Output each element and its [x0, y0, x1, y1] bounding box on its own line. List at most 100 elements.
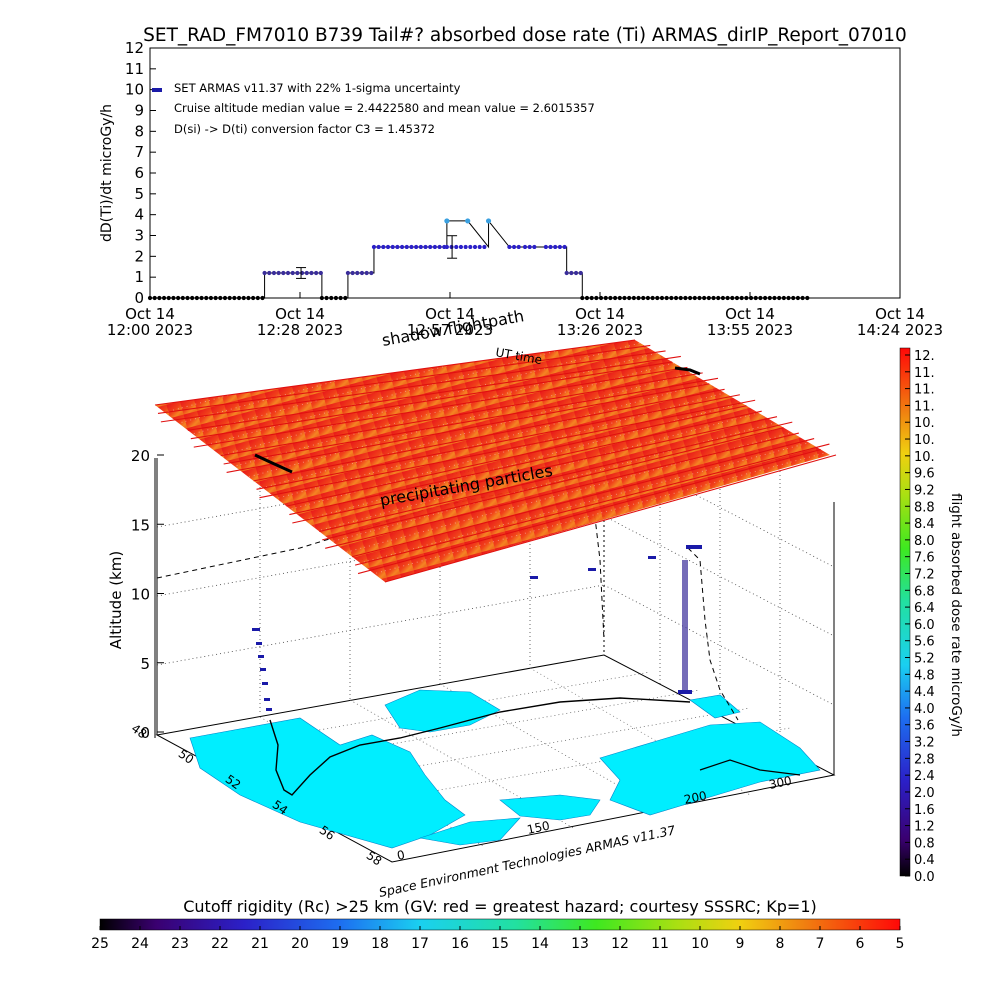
cutoff-tick-label: 19: [331, 936, 349, 952]
top-y-axis-label: dD(Ti)/dt microGy/h: [99, 104, 115, 242]
sheet-line: [220, 372, 703, 457]
dose-point: [608, 295, 613, 301]
dose-point: [598, 295, 604, 301]
dose-point: [454, 244, 459, 250]
longitude-ticks: 0 150 200 300: [396, 773, 793, 862]
dose-point: [627, 295, 632, 301]
dose-point: [744, 295, 749, 301]
dose-point: [683, 295, 688, 301]
y-tick-label: 7: [134, 143, 144, 161]
y-tick-label: 12: [125, 39, 144, 57]
dose-point: [324, 295, 329, 301]
dose-point: [267, 270, 272, 276]
x-tick-label-time: 12:57 2023: [407, 321, 493, 339]
dose-colorbar-tick-label: 0.8: [914, 836, 935, 851]
longitude-tick-label: 300: [768, 773, 793, 791]
altitude-tick-label: 0: [140, 724, 150, 742]
dose-point: [748, 295, 754, 301]
dose-point: [617, 295, 622, 301]
dose-point: [781, 295, 786, 301]
dose-point: [369, 270, 374, 276]
dose-colorbar-tick-label: 5.2: [914, 652, 935, 667]
dose-point: [428, 244, 433, 250]
legend-marker: [152, 88, 162, 92]
dose-point: [318, 270, 323, 276]
x-tick-label-date: Oct 14: [575, 305, 625, 323]
dose-point: [673, 295, 679, 301]
dose-point: [458, 244, 464, 250]
dose-point: [281, 270, 286, 276]
dose-point: [338, 295, 343, 301]
dose-point: [423, 244, 428, 250]
dose-point: [763, 295, 768, 301]
cutoff-tick-label: 16: [451, 936, 469, 952]
sheet-line: [187, 355, 681, 431]
dose-point: [414, 244, 419, 250]
dose-point: [557, 244, 562, 250]
dose-colorbar-tick-label: 7.6: [914, 551, 935, 566]
cutoff-tick-label: 5: [896, 936, 905, 952]
x-tick-label-date: Oct 14: [275, 305, 325, 323]
x-tick-label-date: Oct 14: [425, 305, 475, 323]
sheet-line: [292, 416, 778, 524]
dose-point: [553, 244, 558, 250]
dose-point: [482, 244, 487, 250]
cutoff-tick-label: 15: [491, 936, 509, 952]
cutoff-tick-label: 10: [691, 936, 709, 952]
y-tick-label: 11: [125, 60, 144, 78]
dose-point: [418, 244, 423, 250]
x-tick-label-time: 14:24 2023: [857, 321, 943, 339]
dose-point: [409, 244, 414, 250]
dose-colorbar-tick-label: 0.0: [914, 870, 935, 885]
sheet-line: [384, 454, 837, 583]
dose-point: [246, 295, 251, 301]
dose-colorbar-tick-label: 3.6: [914, 719, 935, 734]
cutoff-tick-label: 7: [816, 936, 825, 952]
dose-point: [236, 295, 242, 301]
dose-colorbar-tick-label: 10.: [914, 433, 935, 448]
dose-point: [584, 295, 590, 301]
dose-point: [711, 295, 716, 301]
dose-point: [688, 295, 693, 301]
y-tick-label: 4: [134, 206, 144, 224]
dose-point: [371, 244, 377, 250]
ocean-regions: [189, 689, 821, 849]
dose-point: [390, 244, 395, 250]
cutoff-tick-label: 22: [211, 936, 229, 952]
dose-series: [147, 218, 812, 301]
longitude-tick-label: 150: [526, 818, 551, 836]
dose-point: [241, 295, 246, 301]
dose-point: [329, 295, 334, 301]
dose-point: [589, 295, 594, 301]
dose-point: [622, 295, 627, 301]
dose-point: [527, 244, 532, 250]
dose-point: [147, 295, 153, 301]
dose-colorbar-tick-label: 4.8: [914, 668, 935, 683]
cutoff-tick-label: 20: [291, 936, 309, 952]
dose-point: [603, 295, 608, 301]
dose-point: [645, 295, 651, 301]
cutoff-tick-label: 6: [856, 936, 865, 952]
dose-point: [697, 295, 702, 301]
dose-point: [260, 295, 265, 301]
dose-point: [734, 295, 740, 301]
sheet-hatch-lines: [154, 339, 837, 583]
x-tick-label-date: Oct 14: [725, 305, 775, 323]
dose-point: [295, 270, 300, 276]
dose-point: [580, 295, 585, 301]
altitude-tick-label: 5: [140, 655, 150, 673]
dose-point: [772, 295, 777, 301]
sheet-line: [259, 399, 756, 499]
ground-track-east: [699, 759, 801, 776]
cutoff-ticks: 25 24 23 22 21 20 19 18 17 16 15 14 13 12 11 10 9 8 7 6 5: [91, 926, 904, 952]
sheet-line: [253, 388, 725, 482]
dose-colorbar-tick-label: 2.0: [914, 786, 935, 801]
dose-point: [190, 295, 195, 301]
dose-point: [636, 295, 641, 301]
dose-point: [432, 244, 437, 250]
dose-point: [543, 244, 548, 250]
